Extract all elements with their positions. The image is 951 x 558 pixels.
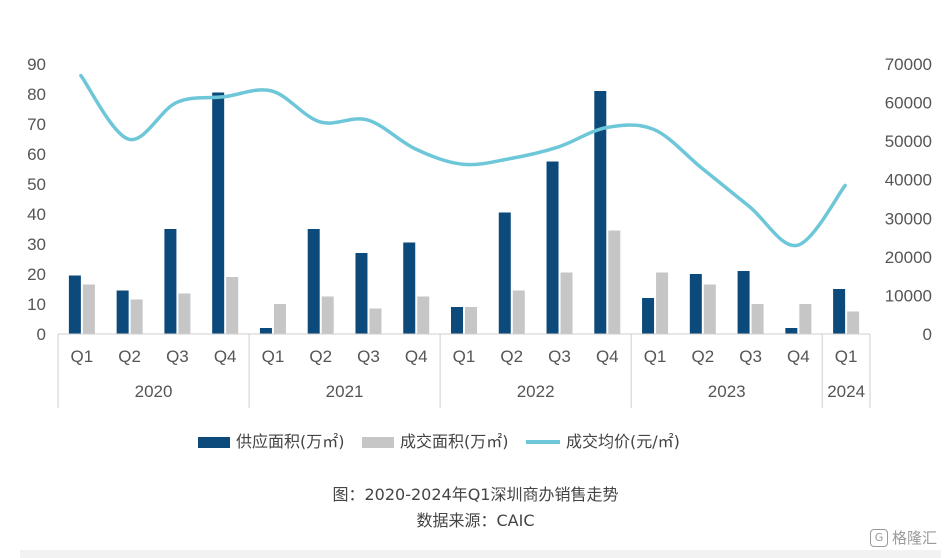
year-label: 2022 bbox=[517, 382, 555, 401]
bottom-strip bbox=[20, 550, 941, 558]
y-right-tick-label: 30000 bbox=[885, 209, 932, 228]
deal-bar bbox=[369, 308, 382, 334]
watermark-logo-icon: G bbox=[869, 528, 888, 547]
quarter-label: Q3 bbox=[166, 347, 189, 366]
y-left-tick-label: 70 bbox=[27, 115, 46, 134]
chart: 0 10 20 30 40 50 60 70 80 90 0 10000 20000 30000 4000… bbox=[27, 55, 932, 451]
y-axis-left: 0 10 20 30 40 50 60 70 80 90 bbox=[27, 55, 46, 344]
legend-label-deal: 成交面积(万㎡) bbox=[400, 432, 509, 451]
deal-bar bbox=[799, 304, 812, 334]
quarter-label: Q3 bbox=[739, 347, 762, 366]
y-right-tick-label: 70000 bbox=[885, 55, 932, 74]
bar-series bbox=[68, 91, 860, 334]
legend: 供应面积(万㎡) 成交面积(万㎡) 成交均价(元/㎡) bbox=[198, 432, 680, 451]
deal-bar bbox=[751, 304, 764, 334]
y-axis-right: 0 10000 20000 30000 40000 50000 60000 70000 bbox=[885, 55, 932, 344]
supply-bar bbox=[259, 328, 272, 334]
deal-bar bbox=[273, 304, 286, 334]
y-left-tick-label: 50 bbox=[27, 175, 46, 194]
deal-bar bbox=[560, 272, 573, 334]
legend-label-supply: 供应面积(万㎡) bbox=[236, 432, 345, 451]
supply-bar bbox=[737, 271, 750, 334]
quarter-label: Q1 bbox=[262, 347, 285, 366]
supply-bar bbox=[164, 229, 177, 334]
quarter-label: Q2 bbox=[309, 347, 332, 366]
deal-bar bbox=[703, 284, 716, 334]
supply-bar bbox=[546, 161, 559, 334]
quarter-label: Q3 bbox=[357, 347, 380, 366]
y-right-tick-label: 0 bbox=[923, 325, 932, 344]
y-left-tick-label: 40 bbox=[27, 205, 46, 224]
quarter-label: Q1 bbox=[644, 347, 667, 366]
y-left-tick-label: 90 bbox=[27, 55, 46, 74]
line-series bbox=[79, 73, 847, 248]
quarter-label: Q2 bbox=[118, 347, 141, 366]
chart-caption: 图：2020-2024年Q1深圳商办销售走势 bbox=[332, 485, 619, 504]
quarter-label: Q4 bbox=[405, 347, 428, 366]
supply-bar bbox=[403, 242, 416, 334]
y-right-tick-label: 50000 bbox=[885, 132, 932, 151]
year-label: 2020 bbox=[135, 382, 173, 401]
y-right-tick-label: 20000 bbox=[885, 248, 932, 267]
y-right-tick-label: 40000 bbox=[885, 171, 932, 190]
deal-bar bbox=[321, 296, 334, 334]
quarter-label: Q2 bbox=[500, 347, 523, 366]
quarter-label: Q4 bbox=[787, 347, 810, 366]
data-source: 数据来源：CAIC bbox=[416, 511, 535, 530]
quarter-label: Q1 bbox=[453, 347, 476, 366]
legend-swatch-supply bbox=[198, 437, 230, 448]
deal-bar bbox=[417, 296, 430, 334]
watermark: G 格隆汇 bbox=[869, 527, 937, 548]
supply-bar bbox=[785, 328, 798, 334]
y-left-tick-label: 10 bbox=[27, 295, 46, 314]
y-left-tick-label: 20 bbox=[27, 265, 46, 284]
quarter-label: Q1 bbox=[71, 347, 94, 366]
quarter-label: Q1 bbox=[835, 347, 858, 366]
y-left-tick-label: 0 bbox=[37, 325, 46, 344]
y-left-tick-label: 80 bbox=[27, 85, 46, 104]
supply-bar bbox=[833, 289, 846, 334]
y-right-tick-label: 60000 bbox=[885, 94, 932, 113]
deal-bar bbox=[608, 230, 621, 334]
deal-bar bbox=[226, 277, 239, 334]
supply-bar bbox=[116, 290, 129, 334]
quarter-label: Q3 bbox=[548, 347, 571, 366]
deal-bar bbox=[178, 293, 191, 334]
year-label: 2021 bbox=[326, 382, 364, 401]
legend-label-price: 成交均价(元/㎡) bbox=[566, 432, 680, 451]
supply-bar bbox=[307, 229, 320, 334]
watermark-text: 格隆汇 bbox=[891, 529, 937, 547]
supply-bar bbox=[689, 274, 702, 334]
deal-bar bbox=[847, 311, 860, 334]
x-axis: Q1 Q2 Q3 Q4 Q1 Q2 Q3 Q4 Q1 Q2 Q3 Q4 Q1 Q2 Q3 Q4 Q1 2020 20… bbox=[57, 333, 871, 408]
y-left-tick-label: 60 bbox=[27, 145, 46, 164]
supply-bar bbox=[451, 307, 463, 334]
y-left-tick-label: 30 bbox=[27, 235, 46, 254]
supply-bar bbox=[642, 298, 655, 334]
year-label: 2023 bbox=[708, 382, 746, 401]
deal-bar bbox=[82, 284, 95, 334]
y-right-tick-label: 10000 bbox=[885, 286, 932, 305]
quarter-label: Q4 bbox=[596, 347, 619, 366]
deal-bar bbox=[512, 290, 525, 334]
supply-bar bbox=[594, 91, 607, 334]
deal-bar bbox=[130, 299, 143, 334]
supply-bar bbox=[68, 275, 81, 334]
deal-bar bbox=[656, 272, 669, 334]
quarter-label: Q4 bbox=[214, 347, 237, 366]
supply-bar bbox=[498, 212, 511, 334]
legend-swatch-deal bbox=[362, 437, 394, 448]
supply-bar bbox=[355, 253, 368, 334]
avg-price-line bbox=[79, 73, 847, 248]
quarter-label: Q2 bbox=[691, 347, 714, 366]
year-label: 2024 bbox=[827, 382, 865, 401]
deal-bar bbox=[465, 307, 477, 334]
supply-bar bbox=[212, 92, 225, 334]
caption-block: 图：2020-2024年Q1深圳商办销售走势 数据来源：CAIC bbox=[0, 482, 951, 534]
